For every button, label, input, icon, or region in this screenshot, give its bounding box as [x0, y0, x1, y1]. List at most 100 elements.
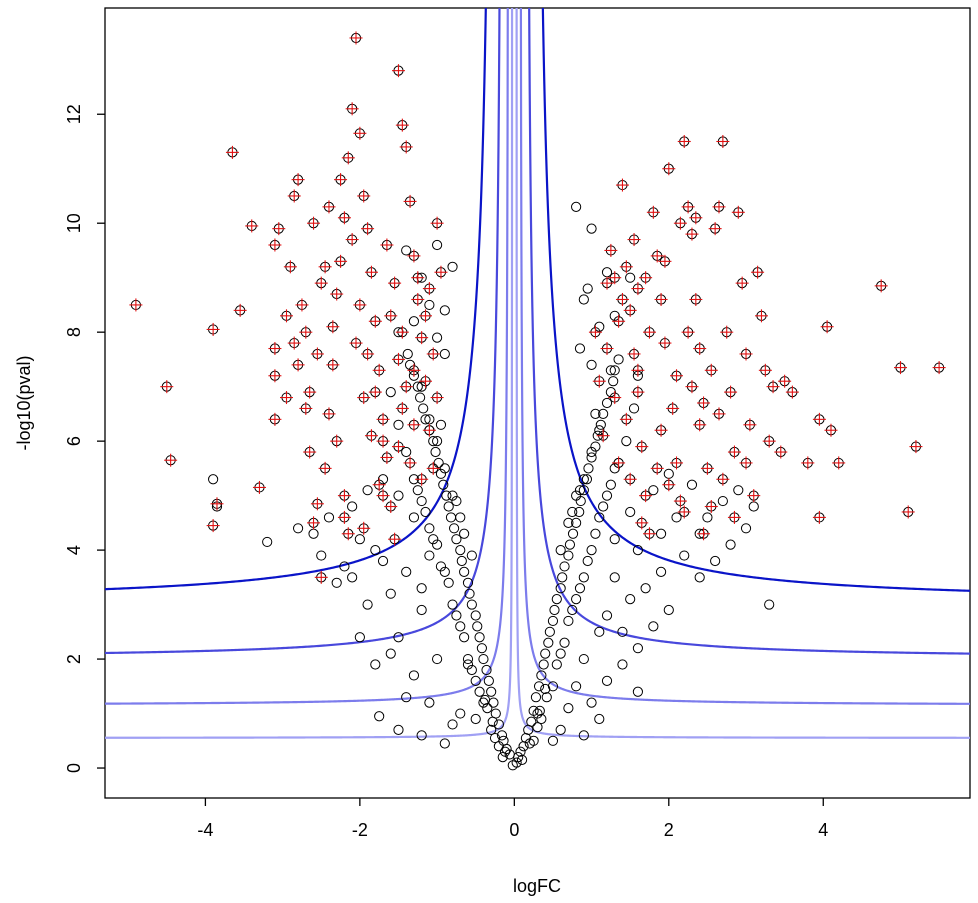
data-point: [567, 528, 579, 539]
data-point: [605, 479, 616, 490]
significant-point: [415, 472, 429, 486]
significant-point: [893, 361, 907, 375]
significant-point: [399, 380, 413, 394]
significant-point: [380, 450, 394, 464]
data-point: [586, 545, 597, 556]
data-point: [594, 321, 605, 332]
data-point: [455, 708, 466, 719]
significant-point: [368, 385, 382, 399]
data-point: [451, 495, 462, 507]
significant-point: [785, 385, 799, 399]
data-point: [401, 692, 412, 703]
contour-line: [105, 8, 487, 591]
data-point: [671, 512, 682, 523]
data-point: [401, 245, 412, 256]
data-point: [459, 632, 470, 643]
data-point: [483, 675, 494, 686]
significant-point: [164, 453, 178, 467]
data-point: [640, 583, 651, 594]
significant-point: [361, 222, 375, 236]
significant-point: [642, 527, 656, 541]
significant-point: [623, 303, 637, 317]
significant-point: [666, 401, 680, 415]
data-point: [533, 681, 545, 692]
significant-point: [712, 200, 726, 214]
x-axis: -4 -2 0 2 4: [197, 798, 828, 840]
data-point: [574, 343, 586, 354]
significant-point: [310, 497, 324, 511]
data-point: [416, 583, 427, 594]
significance-contours: [105, 8, 970, 739]
data-point: [292, 523, 304, 534]
significant-point: [801, 456, 815, 470]
data-point: [518, 741, 529, 752]
data-point: [464, 588, 475, 599]
data-point: [710, 555, 721, 567]
significant-point: [334, 254, 348, 268]
significant-point: [812, 412, 826, 426]
significant-point: [322, 407, 336, 421]
significant-point: [677, 505, 691, 519]
data-point: [526, 716, 537, 727]
significant-point: [357, 189, 371, 203]
data-point: [431, 539, 443, 550]
significant-point: [778, 374, 792, 388]
significant-point: [334, 173, 348, 187]
data-point: [448, 523, 460, 534]
data-point: [496, 730, 508, 741]
significant-point: [600, 342, 614, 356]
x-tick-label: 4: [818, 820, 828, 840]
data-point: [451, 610, 462, 621]
significant-point: [357, 521, 371, 535]
significant-point: [650, 461, 664, 475]
significant-point: [774, 445, 788, 459]
significant-point: [697, 396, 711, 410]
data-point: [474, 632, 485, 643]
significant-point: [330, 287, 344, 301]
data-point: [609, 534, 620, 545]
significant-point: [403, 456, 417, 470]
data-point: [581, 474, 593, 485]
significant-point: [364, 429, 378, 443]
x-tick-label: -4: [197, 820, 213, 840]
significant-point: [650, 249, 664, 263]
data-point: [497, 752, 508, 763]
data-point: [586, 446, 597, 458]
data-point: [555, 545, 566, 556]
data-point: [632, 686, 644, 697]
data-point: [541, 692, 552, 703]
data-point: [586, 359, 597, 370]
significant-point: [225, 145, 239, 159]
data-point: [439, 566, 450, 577]
significant-point: [658, 336, 672, 350]
significant-point: [326, 320, 340, 334]
data-point: [401, 446, 412, 458]
data-point: [370, 659, 381, 670]
data-point: [608, 376, 619, 387]
significant-point: [407, 363, 421, 377]
data-point: [583, 463, 594, 474]
significant-point: [662, 162, 676, 176]
data-point: [571, 594, 582, 605]
data-point: [540, 683, 551, 695]
significant-point: [353, 298, 367, 312]
significant-point: [662, 478, 676, 492]
data-point: [462, 653, 474, 665]
plot-frame: [104, 7, 971, 799]
data-point: [347, 501, 358, 512]
data-point: [632, 545, 644, 556]
data-point: [617, 626, 628, 637]
data-point: [412, 381, 423, 392]
significant-point: [909, 440, 923, 454]
data-point: [438, 479, 449, 490]
data-point: [424, 697, 435, 708]
data-point: [418, 403, 429, 414]
data-point: [613, 354, 624, 365]
significant-point: [345, 233, 359, 247]
data-point: [499, 746, 511, 757]
significant-point: [646, 205, 660, 219]
significant-point: [820, 320, 834, 334]
data-point: [416, 730, 427, 741]
data-point: [601, 675, 613, 686]
